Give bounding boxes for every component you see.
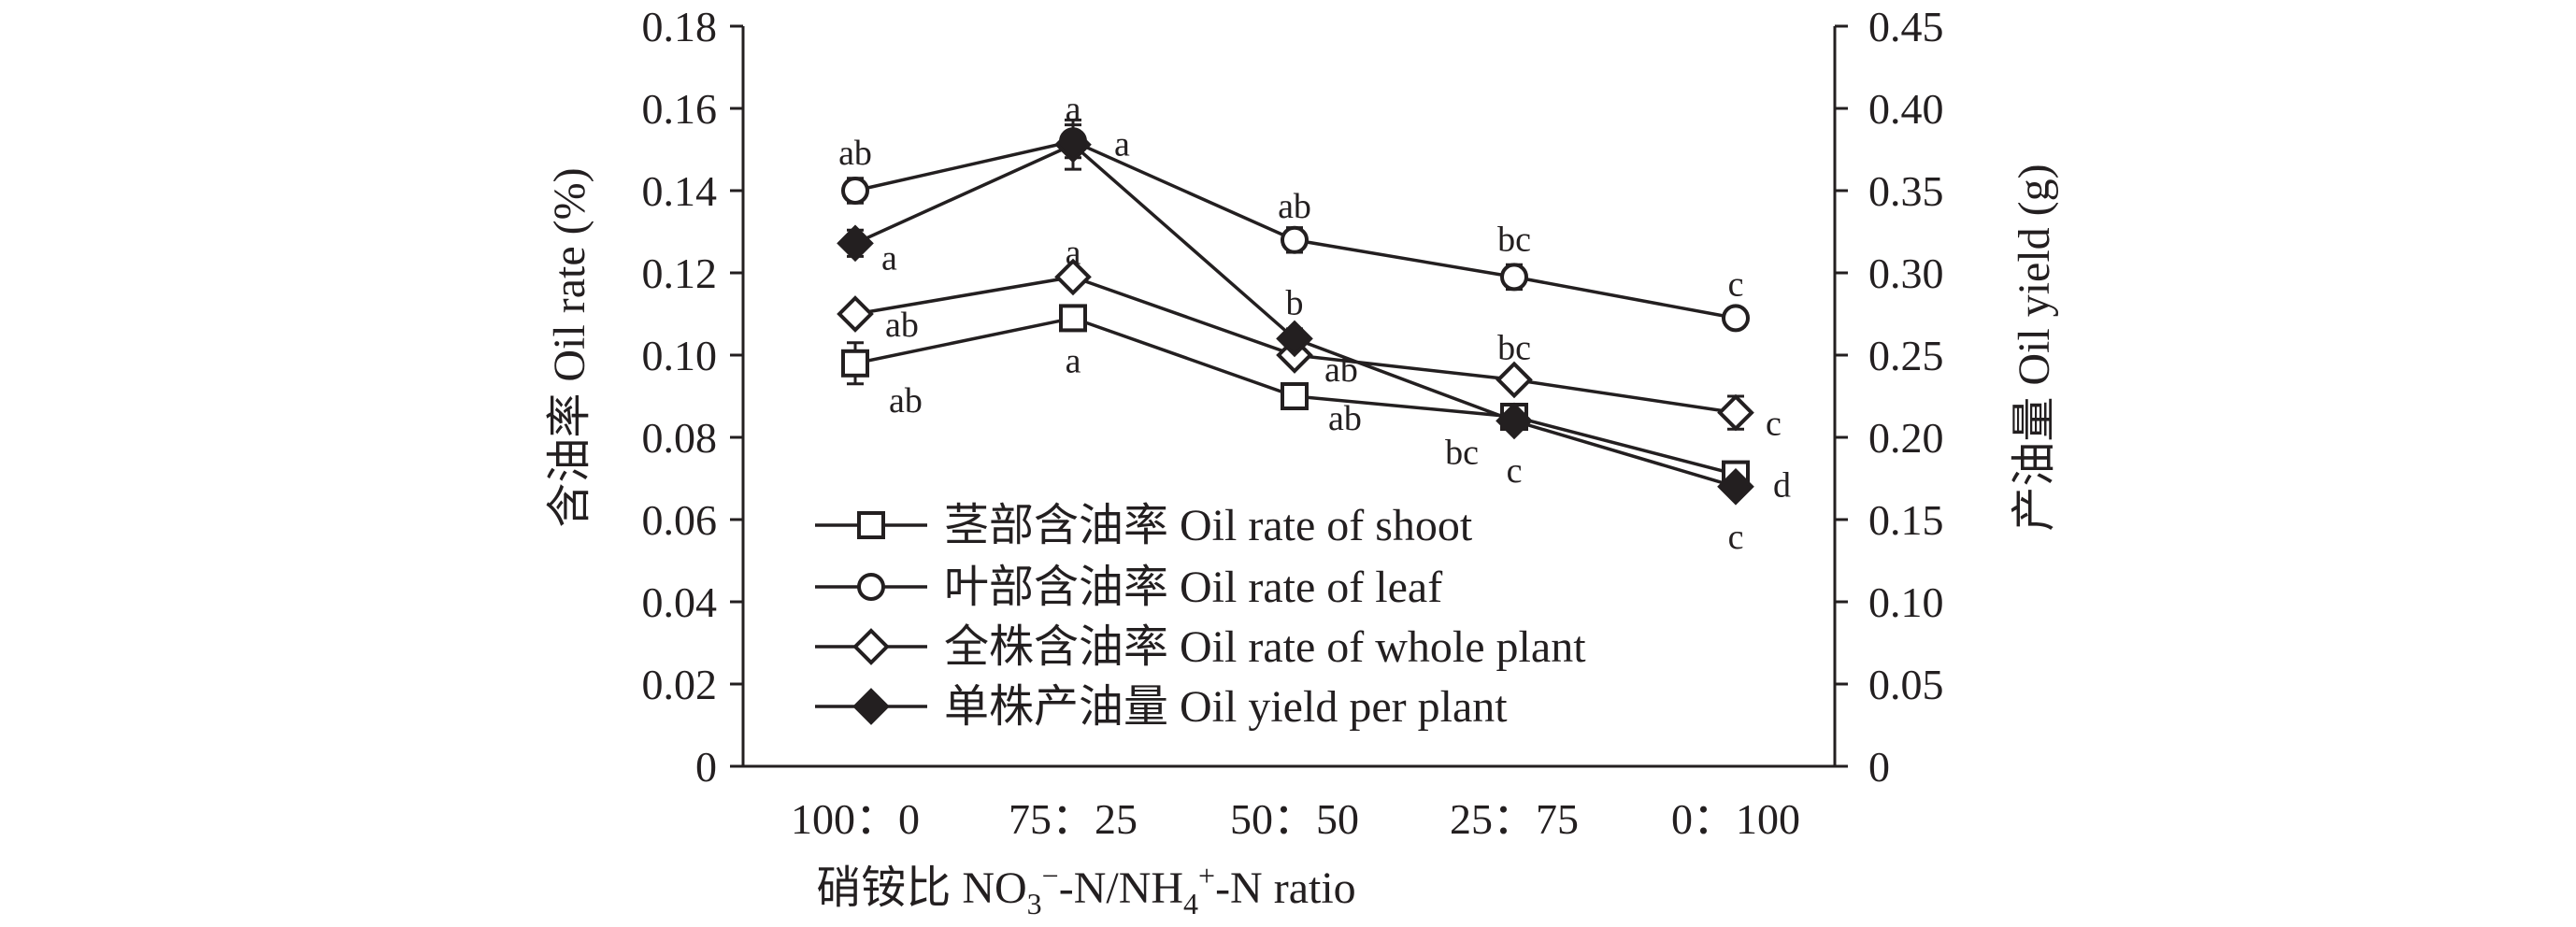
significance-label: c — [1728, 518, 1744, 557]
legend-item-whole-plant: 全株含油率 Oil rate of whole plant — [815, 622, 1586, 672]
significance-label: c — [1766, 405, 1782, 444]
point-shoot — [1281, 382, 1309, 410]
significance-label: a — [1066, 233, 1081, 272]
legend-marker — [852, 688, 890, 725]
y-left-tick-label: 0.18 — [642, 3, 718, 50]
x-tick-label: 75：25 — [1009, 795, 1138, 843]
y-right-tick-label: 0.25 — [1868, 332, 1944, 379]
point-whole-plant — [1717, 393, 1754, 432]
point-leaf — [1500, 263, 1528, 292]
significance-label: a — [1066, 90, 1081, 129]
point-leaf — [1722, 304, 1750, 333]
y-left-tick-label: 0.10 — [642, 332, 718, 379]
y-axis-right-title: 产油量 Oil yield (g) — [2010, 164, 2059, 531]
legend-label: 叶部含油率 Oil rate of leaf — [944, 563, 1442, 612]
significance-label: a — [1114, 125, 1130, 164]
y-right-tick-label: 0.35 — [1868, 167, 1944, 215]
y-right-tick-label: 0.30 — [1868, 250, 1944, 297]
point-whole-plant — [837, 295, 874, 333]
point-whole-plant — [1054, 258, 1092, 296]
point-shoot — [1059, 304, 1087, 333]
legend-item-shoot: 茎部含油率 Oil rate of shoot — [815, 501, 1473, 550]
y-left-tick-label: 0.06 — [642, 496, 718, 544]
x-tick-label: 0：100 — [1671, 795, 1800, 843]
y-left-tick-label: 0.08 — [642, 414, 718, 462]
legend-marker — [857, 573, 885, 601]
significance-label: ab — [1324, 350, 1358, 390]
point-shoot — [841, 349, 869, 378]
chart-frame — [741, 26, 1837, 768]
significance-label: a — [881, 238, 897, 278]
x-axis-title-part: 4 — [1183, 887, 1198, 920]
y-right-tick-label: 0.45 — [1868, 3, 1944, 50]
point-yield — [1276, 320, 1313, 358]
y-right-tick-label: 0.20 — [1868, 414, 1944, 462]
y-left-tick-label: 0.14 — [642, 167, 718, 215]
significance-label: ab — [1278, 187, 1311, 226]
legend-label: 单株产油量 Oil yield per plant — [944, 682, 1508, 732]
significance-label: ab — [1328, 399, 1362, 438]
point-yield — [1496, 402, 1533, 440]
x-tick-label: 50：50 — [1230, 795, 1359, 843]
legend-marker — [857, 511, 885, 539]
x-axis-title-part: 硝铵比 NO — [816, 863, 1026, 913]
series-layer — [837, 118, 1754, 506]
x-axis-title: 硝铵比 NO3−-N/NH4+-N ratio — [816, 859, 1355, 920]
point-yield — [1717, 467, 1754, 506]
legend-label: 全株含油率 Oil rate of whole plant — [944, 622, 1586, 672]
significance-label: c — [1507, 451, 1523, 491]
y-left-tick-label: 0.12 — [642, 250, 718, 297]
legend: 茎部含油率 Oil rate of shoot 叶部含油率 Oil rate of… — [815, 501, 1586, 732]
legend-item-leaf: 叶部含油率 Oil rate of leaf — [815, 563, 1442, 612]
y-left-tick-label: 0.16 — [642, 85, 718, 133]
significance-label: ab — [838, 134, 872, 173]
significance-label: bc — [1497, 220, 1531, 259]
significance-label: ab — [889, 381, 923, 421]
significance-label: bc — [1497, 328, 1531, 367]
y-right-tick-label: 0 — [1868, 743, 1890, 791]
significance-label: a — [1066, 341, 1081, 380]
legend-marker — [852, 628, 890, 665]
legend-label: 茎部含油率 Oil rate of shoot — [944, 501, 1473, 550]
y-left-tick-label: 0.04 — [642, 578, 718, 626]
y-right-tick-label: 0.10 — [1868, 578, 1944, 626]
significance-label: ab — [885, 306, 919, 345]
series-yield — [837, 118, 1754, 506]
x-axis-title-part: − — [1042, 859, 1059, 892]
significance-label: b — [1286, 283, 1304, 322]
x-tick-label: 25：75 — [1450, 795, 1579, 843]
x-axis-title-part: -N ratio — [1215, 863, 1356, 913]
point-yield — [837, 224, 874, 263]
legend-item-yield: 单株产油量 Oil yield per plant — [815, 682, 1508, 732]
point-whole-plant — [1496, 361, 1533, 399]
y-axis-left-title: 含油率 Oil rate (%) — [545, 167, 594, 527]
y-right-tick-label: 0.40 — [1868, 85, 1944, 133]
point-leaf — [1281, 225, 1309, 254]
y-left-tick-label: 0 — [695, 743, 717, 791]
axis-ticks: 0 0.02 0.04 0.06 0.08 0.10 0.12 0.14 0.16 0.18 0 0.… — [642, 3, 1944, 843]
point-leaf — [841, 177, 869, 205]
significance-label: d — [1773, 466, 1791, 506]
y-right-tick-label: 0.15 — [1868, 496, 1944, 544]
x-axis-title-part: -N/NH — [1059, 863, 1183, 913]
significance-label: c — [1728, 264, 1744, 304]
x-axis-title-part: 3 — [1027, 887, 1042, 920]
y-right-tick-label: 0.05 — [1868, 661, 1944, 708]
y-left-tick-label: 0.02 — [642, 661, 718, 708]
significance-label: bc — [1445, 433, 1479, 472]
x-axis-title-part: + — [1198, 859, 1215, 892]
point-yield — [1054, 125, 1092, 164]
x-tick-label: 100：0 — [791, 795, 920, 843]
